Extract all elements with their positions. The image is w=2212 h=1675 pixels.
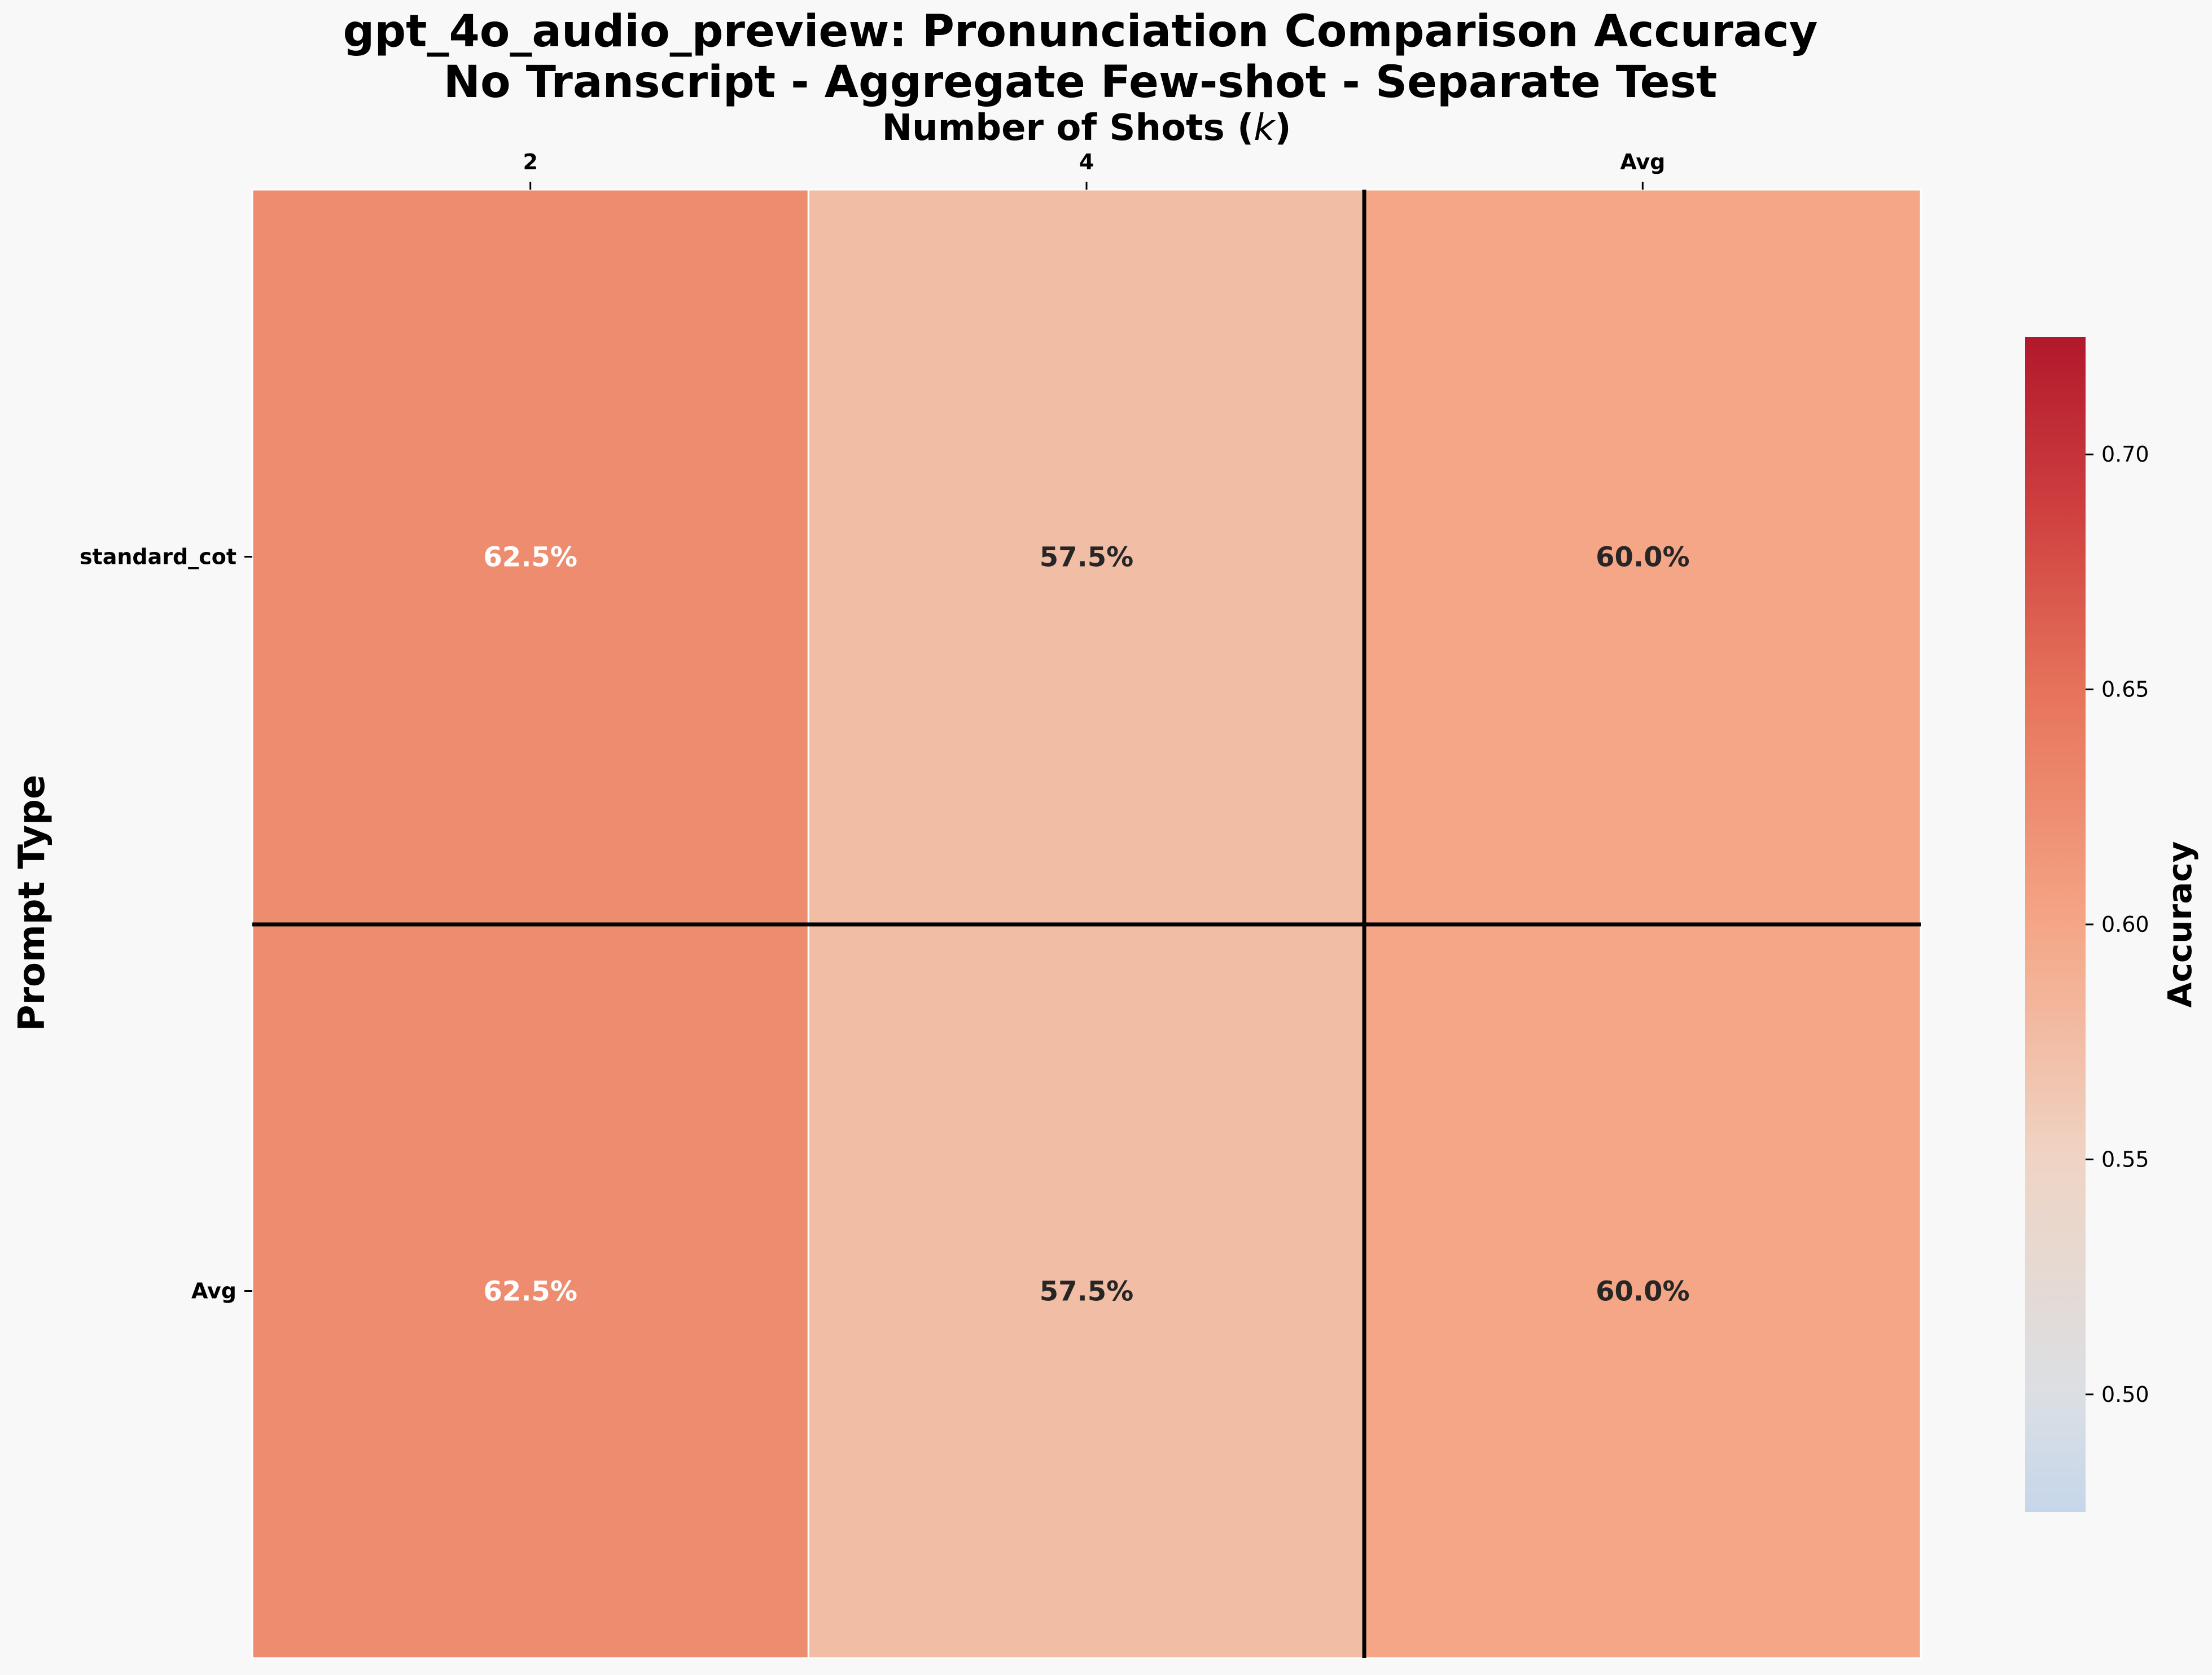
colorbar-tick-label: 0.55 [2101,1147,2149,1172]
x-tick-label: 2 [523,150,537,174]
heatmap-cell [807,923,1366,1659]
heatmap-cell [1364,923,1922,1659]
y-axis-label: Prompt Type [11,775,53,1032]
y-tick-label: Avg [191,1279,236,1304]
colorbar-tick-label: 0.70 [2101,442,2149,467]
cell-value-label: 60.0% [1596,542,1690,573]
cell-value-label: 62.5% [483,542,577,573]
colorbar-tick-group: 0.50 0.55 0.60 0.65 0.70 [2086,442,2149,1407]
heatmap-cell [251,923,809,1659]
heatmap-cells: 62.5% 57.5% 60.0% 62.5% 57.5% 60.0% [251,188,1922,1659]
cell-value-label: 57.5% [1040,542,1134,573]
x-tick-label: Avg [1620,150,1665,174]
colorbar-tick-label: 0.60 [2101,912,2149,937]
colorbar-label: Accuracy [2161,841,2199,1008]
colorbar-tick-label: 0.65 [2101,677,2149,702]
heatmap-cell [1364,188,1922,925]
colorbar [2025,337,2086,1512]
y-tick-label: standard_cot [80,545,236,569]
heatmap-cell [251,188,809,925]
x-tick-label: 4 [1079,150,1094,174]
chart-subtitle: No Transcript - Aggregate Few-shot - Sep… [444,57,1718,108]
cell-value-label: 57.5% [1040,1276,1134,1308]
cell-value-label: 60.0% [1596,1276,1690,1308]
cell-value-label: 62.5% [483,1276,577,1308]
colorbar-tick-label: 0.50 [2101,1382,2149,1407]
x-axis-label: Number of Shots (k) [882,107,1291,149]
x-tick-group: 2 4 Avg [523,150,1665,190]
chart-title: gpt_4o_audio_preview: Pronunciation Comp… [343,6,1818,57]
y-tick-group: standard_cot Avg [80,545,252,1304]
